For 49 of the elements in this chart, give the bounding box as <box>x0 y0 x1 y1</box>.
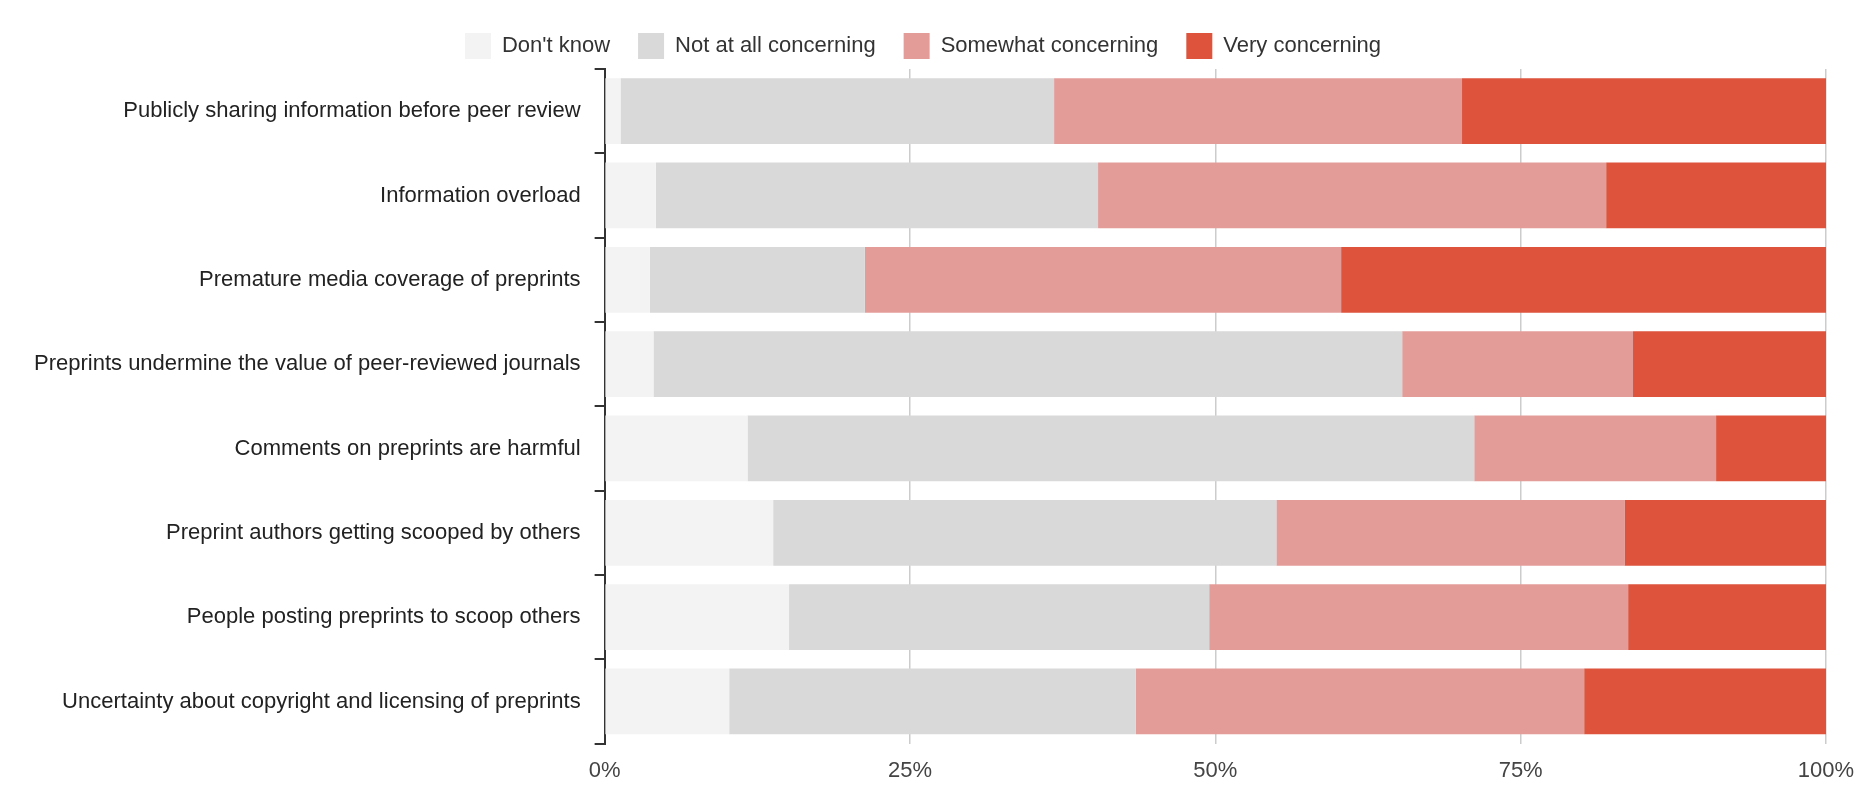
bar <box>605 499 774 566</box>
y-tick-label: Premature media coverage of preprints <box>199 265 581 291</box>
bar <box>655 162 1099 229</box>
bar <box>1098 162 1607 229</box>
bar <box>1209 584 1629 650</box>
legend-label: Very concerning <box>1223 32 1382 58</box>
bar <box>605 246 650 313</box>
bar <box>747 415 1475 482</box>
bar <box>1584 668 1826 735</box>
bar <box>620 78 1055 145</box>
x-tick-label: 25% <box>887 756 932 782</box>
bar <box>605 162 656 229</box>
bar <box>1341 246 1826 313</box>
bar <box>1628 584 1826 650</box>
bar <box>653 331 1403 398</box>
bar <box>605 415 748 482</box>
x-tick-label: 50% <box>1193 756 1238 782</box>
bar <box>1474 415 1717 482</box>
y-tick-label: Information overload <box>380 181 581 207</box>
bar <box>1716 415 1826 482</box>
bar <box>1402 331 1634 398</box>
y-tick-label: Comments on preprints are harmful <box>234 434 581 460</box>
x-tick-label: 0% <box>588 756 621 782</box>
bar <box>605 78 621 145</box>
y-tick-label: Publicly sharing information before peer review <box>123 97 581 123</box>
x-tick-label: 100% <box>1797 756 1855 782</box>
y-tick-label: Preprint authors getting scooped by others <box>166 518 581 544</box>
bar <box>1276 499 1625 566</box>
y-tick-label: Uncertainty about copyright and licensing of preprints <box>62 687 581 713</box>
bar <box>1624 499 1826 566</box>
bar <box>773 499 1277 566</box>
y-tick-label: Preprints undermine the value of peer-reviewed journals <box>33 350 581 376</box>
bar <box>605 331 654 398</box>
bar <box>1633 331 1826 398</box>
bar <box>1606 162 1826 229</box>
bar <box>729 668 1136 735</box>
legend-label: Not at all concerning <box>675 32 876 58</box>
legend-label: Don't know <box>501 32 611 58</box>
bar <box>1135 668 1585 735</box>
legend-label: Somewhat concerning <box>940 32 1159 58</box>
bar <box>864 246 1342 313</box>
bar <box>605 668 730 735</box>
y-tick-label: People posting preprints to scoop others <box>186 603 581 629</box>
bar <box>789 584 1210 650</box>
x-tick-label: 75% <box>1498 756 1543 782</box>
bar <box>1462 78 1826 145</box>
bar <box>1054 78 1463 145</box>
bar <box>605 584 790 650</box>
bar <box>649 246 865 313</box>
